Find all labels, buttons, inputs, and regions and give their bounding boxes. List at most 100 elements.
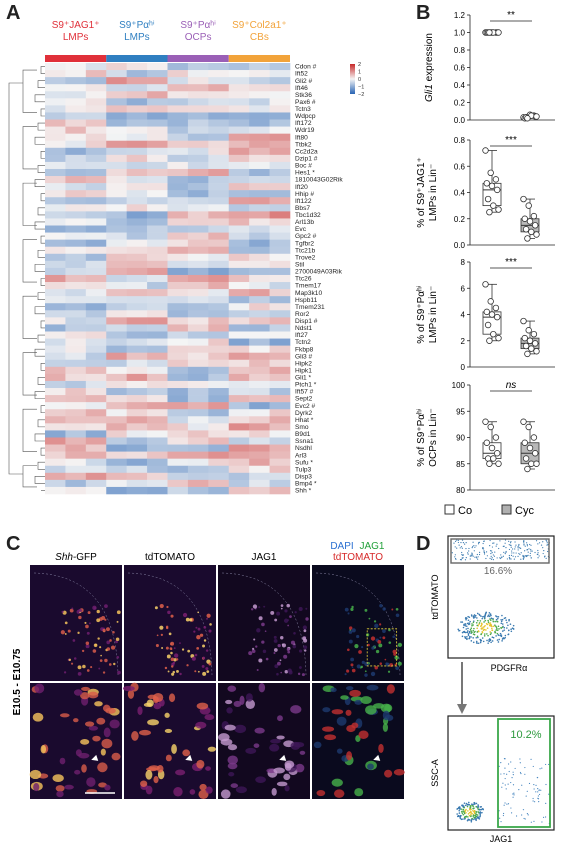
heatmap-cell — [208, 310, 230, 318]
heatmap-cell — [228, 409, 250, 417]
cell-signal — [166, 654, 171, 659]
event-dot — [489, 622, 492, 624]
event-dot — [475, 621, 478, 624]
event-dot — [469, 555, 471, 557]
heatmap-cell — [208, 472, 230, 481]
cyc-point — [526, 444, 534, 452]
heatmap-cell — [106, 176, 127, 184]
heatmap-cell — [269, 168, 291, 177]
heatmap-cell — [147, 437, 168, 445]
dendrogram-branch — [40, 405, 45, 414]
cyc-point — [526, 218, 534, 225]
cell-signal — [350, 657, 355, 662]
heatmap-cell — [85, 246, 107, 255]
gene-label: Trove2 — [295, 254, 316, 261]
dendrogram-branch — [40, 193, 45, 202]
heatmap-cell — [85, 409, 107, 417]
channel-title-shh-gfp: Shh-GFP — [55, 552, 97, 563]
heatmap-cell — [249, 324, 270, 332]
event-dot — [496, 543, 498, 545]
gate-top — [450, 538, 550, 564]
dendrogram-branch — [22, 465, 37, 488]
heatmap-cell — [65, 451, 87, 459]
event-dot — [504, 634, 507, 637]
y-axis-title-text: Gli1 expression — [424, 33, 435, 102]
event-dot — [472, 616, 475, 618]
event-dot — [498, 628, 500, 630]
event-dot — [535, 784, 537, 786]
event-dot — [500, 554, 502, 556]
y-axis-title-line: LMPs in Lin⁻ — [428, 164, 439, 222]
heatmap-cell — [147, 303, 168, 311]
event-dot — [454, 540, 457, 542]
cyc-point — [521, 334, 528, 342]
heatmap-cell — [269, 402, 291, 410]
cell-signal — [283, 654, 288, 659]
heatmap-cell — [147, 338, 168, 346]
cell-signal — [297, 672, 301, 676]
merge-title-tdtomato: tdTOMATO — [333, 552, 383, 563]
heatmap-cell — [85, 479, 107, 488]
cell-nucleus — [168, 693, 176, 703]
cell-nucleus — [345, 686, 354, 691]
heatmap-cell — [167, 147, 189, 156]
cell-nucleus — [195, 721, 207, 729]
cell-nucleus — [227, 685, 237, 692]
event-dot — [496, 639, 499, 641]
event-dot — [467, 615, 469, 618]
heatmap-cell — [147, 183, 168, 191]
cell-signal — [105, 627, 110, 632]
event-dot — [501, 640, 503, 642]
cell-signal — [167, 670, 170, 673]
gene-label: Arl13b — [295, 219, 314, 226]
heatmap-cell — [147, 366, 168, 375]
event-dot — [513, 552, 515, 554]
heatmap-cell — [65, 98, 87, 106]
event-dot — [545, 539, 547, 541]
cell-nucleus — [109, 719, 120, 729]
heatmap-cell — [167, 105, 189, 113]
heatmap-cell — [269, 465, 291, 474]
heatmap-cell — [45, 310, 66, 318]
cell-nucleus — [254, 727, 265, 734]
group-label-line2: OCPs — [185, 32, 212, 43]
panel-label-c: C — [6, 533, 21, 555]
event-dot — [490, 555, 492, 558]
heatmap-cell — [126, 366, 148, 375]
event-dot — [460, 559, 463, 561]
event-dot — [461, 635, 464, 638]
event-dot — [500, 634, 503, 636]
event-dot — [489, 633, 492, 636]
heatmap-cell — [85, 380, 107, 389]
heatmap-cell — [85, 465, 107, 474]
heatmap-cell — [249, 331, 270, 339]
heatmap-cell — [106, 91, 127, 99]
event-dot — [496, 617, 499, 620]
event-dot — [462, 808, 465, 811]
event-dot — [501, 626, 504, 628]
heatmap-cell — [106, 303, 127, 311]
event-dot — [509, 544, 511, 546]
heatmap-cell — [85, 458, 107, 467]
event-dot — [508, 554, 510, 557]
event-dot — [524, 773, 526, 775]
heatmap-cell — [45, 486, 66, 495]
group-color-bar — [167, 55, 229, 62]
co-point — [495, 334, 502, 342]
heatmap-cell — [45, 260, 66, 269]
heatmap-cell — [45, 409, 66, 417]
gene-label: Tctn3 — [295, 106, 311, 113]
cell-nucleus — [284, 785, 290, 792]
heatmap-cell — [106, 331, 127, 339]
dendrogram-branch — [37, 377, 45, 385]
heatmap-cell — [85, 444, 107, 452]
event-dot — [475, 819, 477, 822]
heatmap-cell — [269, 380, 291, 389]
heatmap-cell — [85, 112, 107, 120]
heatmap-cell — [65, 239, 87, 248]
heatmap-cell — [249, 204, 270, 212]
event-dot — [528, 548, 530, 550]
legend-tick: 1 — [358, 70, 361, 76]
event-dot — [462, 554, 465, 556]
event-dot — [497, 625, 500, 628]
